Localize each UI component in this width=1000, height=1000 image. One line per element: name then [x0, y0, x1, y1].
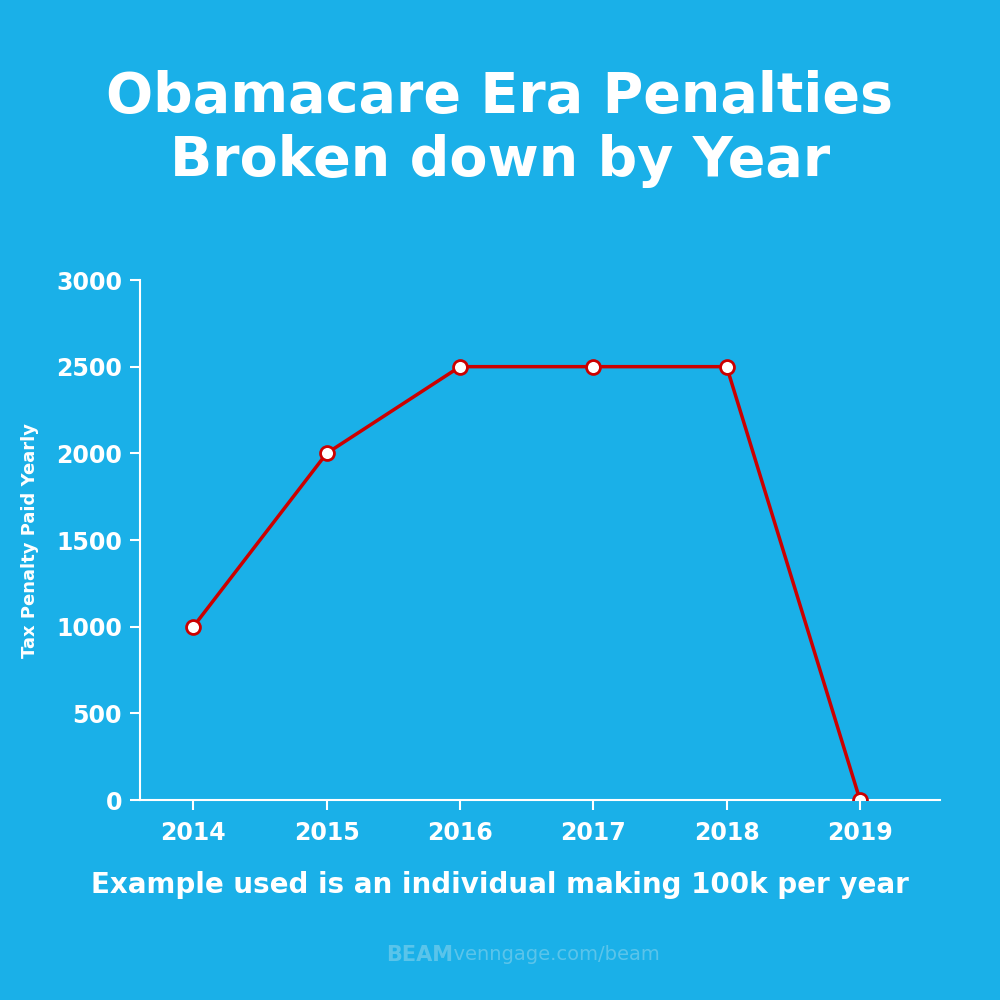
Y-axis label: Tax Penalty Paid Yearly: Tax Penalty Paid Yearly	[21, 422, 39, 658]
Text: BEAM: BEAM	[386, 945, 454, 965]
Text: Example used is an individual making 100k per year: Example used is an individual making 100…	[91, 871, 909, 899]
Text: Obamacare Era Penalties
Broken down by Year: Obamacare Era Penalties Broken down by Y…	[106, 70, 894, 188]
Text: venngage.com/beam: venngage.com/beam	[441, 946, 659, 964]
